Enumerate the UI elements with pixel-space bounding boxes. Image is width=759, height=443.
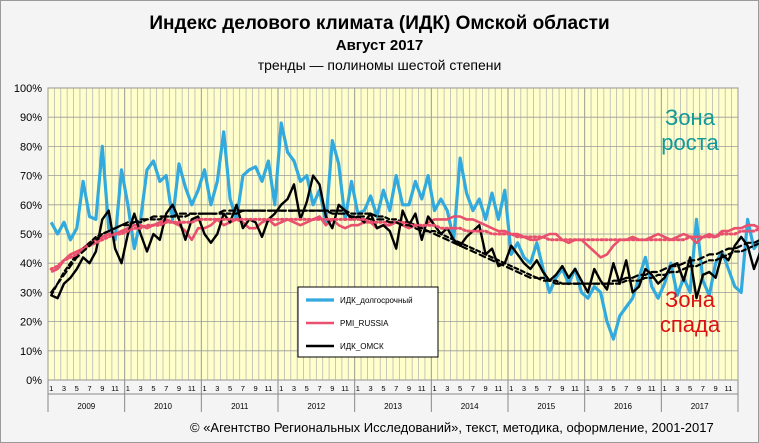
x-tick-label: 5 bbox=[228, 384, 232, 393]
x-tick-label: 1 bbox=[279, 384, 283, 393]
y-tick-label: 30% bbox=[20, 287, 42, 299]
x-tick-label: 9 bbox=[714, 384, 718, 393]
x-tick-label: 9 bbox=[407, 384, 411, 393]
x-tick-label: 7 bbox=[87, 384, 91, 393]
x-year-label: 2017 bbox=[691, 402, 709, 411]
x-tick-label: 7 bbox=[471, 384, 475, 393]
x-tick-label: 11 bbox=[648, 384, 656, 393]
x-tick-label: 11 bbox=[495, 384, 503, 393]
x-tick-label: 11 bbox=[341, 384, 349, 393]
x-tick-label: 3 bbox=[215, 384, 219, 393]
trend-line-pmi-russia bbox=[49, 217, 759, 271]
x-tick-label: 5 bbox=[611, 384, 615, 393]
y-tick-label: 80% bbox=[20, 141, 42, 153]
x-tick-label: 1 bbox=[662, 384, 666, 393]
legend-label: PMI_RUSSIA bbox=[340, 319, 389, 328]
y-tick-label: 10% bbox=[20, 346, 42, 358]
x-tick-label: 7 bbox=[241, 384, 245, 393]
x-tick-label: 7 bbox=[547, 384, 551, 393]
x-tick-label: 5 bbox=[535, 384, 539, 393]
zone-decline-label: Зона спада bbox=[660, 287, 721, 337]
x-tick-label: 7 bbox=[164, 384, 168, 393]
x-tick-label: 7 bbox=[317, 384, 321, 393]
copyright-footer: © «Агентство Региональных Исследований»,… bbox=[190, 420, 714, 435]
x-tick-label: 5 bbox=[381, 384, 385, 393]
x-tick-label: 1 bbox=[202, 384, 206, 393]
x-tick-label: 3 bbox=[599, 384, 603, 393]
x-year-label: 2010 bbox=[154, 402, 172, 411]
x-year-label: 2013 bbox=[384, 402, 402, 411]
x-tick-label: 1 bbox=[49, 384, 53, 393]
y-tick-label: 50% bbox=[20, 229, 42, 241]
legend-label: ИДК_ОМСК bbox=[340, 342, 384, 351]
x-tick-label: 3 bbox=[139, 384, 143, 393]
x-tick-label: 5 bbox=[688, 384, 692, 393]
y-tick-label: 70% bbox=[20, 171, 42, 183]
x-tick-label: 1 bbox=[432, 384, 436, 393]
y-tick-label: 40% bbox=[20, 258, 42, 270]
y-tick-label: 0% bbox=[26, 375, 42, 387]
zone-growth-line2: роста bbox=[661, 130, 719, 155]
legend: ИДК_долгосрочный PMI_RUSSIA ИДК_ОМСК bbox=[297, 286, 439, 358]
chart-title: Индекс делового климата (ИДК) Омской обл… bbox=[149, 13, 610, 34]
x-tick-label: 11 bbox=[265, 384, 273, 393]
y-tick-label: 90% bbox=[20, 112, 42, 124]
x-tick-label: 11 bbox=[188, 384, 196, 393]
zone-growth-label: Зона роста bbox=[661, 105, 719, 155]
chart-subtitle: Август 2017 bbox=[335, 37, 424, 54]
x-tick-label: 5 bbox=[305, 384, 309, 393]
series-group bbox=[49, 121, 759, 341]
x-tick-label: 5 bbox=[151, 384, 155, 393]
y-tick-label: 60% bbox=[20, 200, 42, 212]
x-year-label: 2011 bbox=[231, 402, 249, 411]
y-tick-label: 100% bbox=[14, 83, 42, 95]
x-tick-label: 9 bbox=[330, 384, 334, 393]
x-tick-label: 9 bbox=[637, 384, 641, 393]
trend-line-idk-omsk bbox=[50, 209, 759, 294]
x-year-label: 2012 bbox=[307, 402, 325, 411]
zone-decline-line2: спада bbox=[660, 312, 721, 337]
x-tick-label: 5 bbox=[458, 384, 462, 393]
x-year-label: 2009 bbox=[77, 402, 95, 411]
x-tick-label: 7 bbox=[624, 384, 628, 393]
x-tick-label: 11 bbox=[571, 384, 579, 393]
x-tick-label: 9 bbox=[177, 384, 181, 393]
series-line-idk-long bbox=[49, 121, 759, 341]
x-tick-label: 3 bbox=[522, 384, 526, 393]
trend-line-idk-long bbox=[50, 209, 759, 297]
zone-decline-line1: Зона bbox=[665, 287, 716, 312]
legend-label: ИДК_долгосрочный bbox=[340, 296, 413, 305]
x-tick-label: 3 bbox=[292, 384, 296, 393]
x-tick-label: 1 bbox=[509, 384, 513, 393]
x-tick-label: 9 bbox=[560, 384, 564, 393]
x-tick-label: 7 bbox=[701, 384, 705, 393]
x-tick-label: 7 bbox=[394, 384, 398, 393]
x-year-label: 2014 bbox=[461, 402, 479, 411]
chart-subtitle-trends: тренды — полиномы шестой степени bbox=[257, 57, 502, 73]
x-tick-label: 11 bbox=[725, 384, 733, 393]
x-tick-label: 3 bbox=[62, 384, 66, 393]
x-year-label: 2016 bbox=[614, 402, 632, 411]
x-tick-label: 1 bbox=[356, 384, 360, 393]
x-tick-label: 1 bbox=[126, 384, 130, 393]
x-tick-label: 9 bbox=[484, 384, 488, 393]
x-tick-label: 3 bbox=[445, 384, 449, 393]
x-tick-label: 3 bbox=[369, 384, 373, 393]
y-axis: 0% 10% 20% 30% 40% 50% 60% 70% 80% 90% 100% bbox=[14, 83, 42, 387]
x-tick-label: 1 bbox=[586, 384, 590, 393]
x-tick-label: 9 bbox=[254, 384, 258, 393]
x-tick-label: 3 bbox=[675, 384, 679, 393]
x-year-label: 2015 bbox=[537, 402, 555, 411]
x-tick-label: 5 bbox=[75, 384, 79, 393]
x-tick-label: 11 bbox=[418, 384, 426, 393]
x-tick-label: 11 bbox=[111, 384, 119, 393]
zone-growth-line1: Зона bbox=[665, 105, 716, 130]
x-tick-label: 9 bbox=[100, 384, 104, 393]
y-tick-label: 20% bbox=[20, 317, 42, 329]
